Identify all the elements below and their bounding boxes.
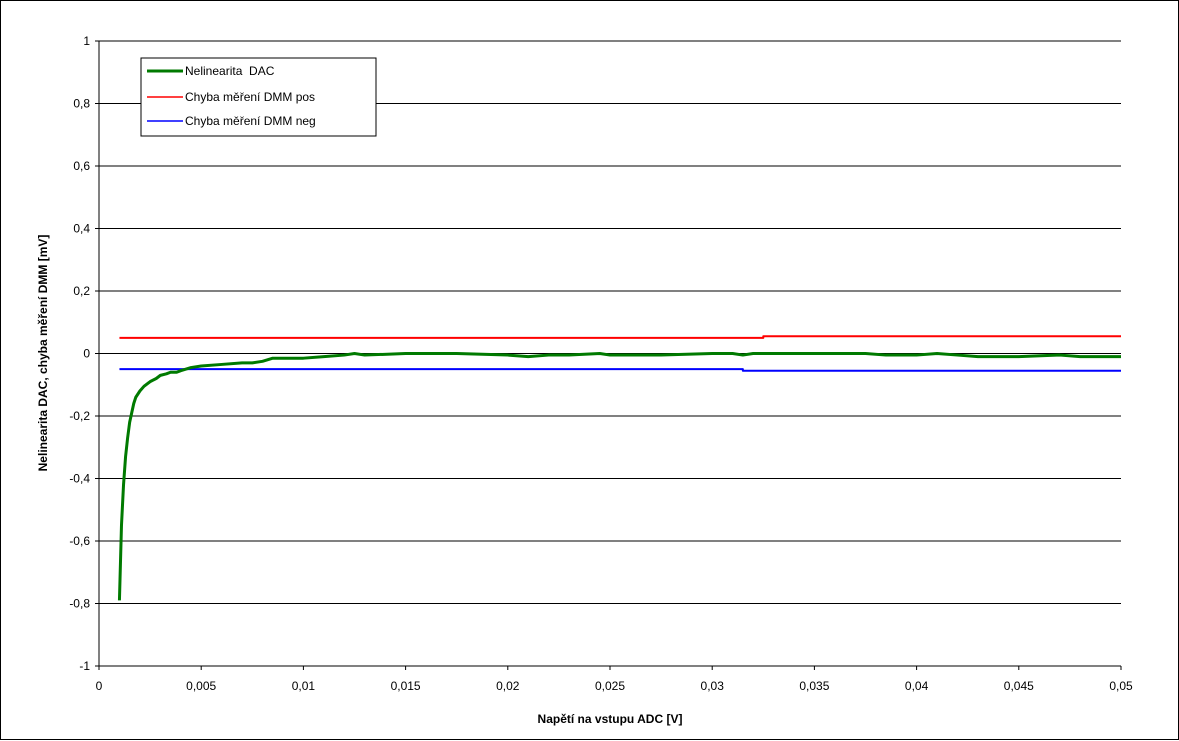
series-line-dac bbox=[117, 352, 1121, 601]
legend: Nelinearita DAC Chyba měření DMM pos Chy… bbox=[140, 57, 377, 137]
y-tick-label: 0,4 bbox=[73, 222, 90, 236]
y-tick-label: -0,6 bbox=[69, 534, 90, 548]
y-axis-title: Nelinearita DAC, chyba měření DMM [mV] bbox=[36, 235, 50, 472]
y-tick-label: 1 bbox=[83, 34, 90, 48]
legend-label-neg: Chyba měření DMM neg bbox=[185, 114, 316, 128]
x-tick-label: 0,02 bbox=[496, 679, 520, 693]
axes bbox=[95, 40, 1122, 670]
y-tick-label: -1 bbox=[79, 659, 90, 673]
series-lines bbox=[117, 335, 1121, 601]
y-tick-label: -0,8 bbox=[69, 597, 90, 611]
y-tick-label: 0,6 bbox=[73, 159, 90, 173]
x-tick-label: 0,05 bbox=[1109, 679, 1133, 693]
legend-label-pos: Chyba měření DMM pos bbox=[185, 90, 315, 104]
series-line-dmm-pos bbox=[119, 335, 1121, 339]
x-tick-label: 0,04 bbox=[905, 679, 929, 693]
x-tick-label: 0,045 bbox=[1004, 679, 1034, 693]
y-tick-label: -0,2 bbox=[69, 409, 90, 423]
x-axis-title: Napětí na vstupu ADC [V] bbox=[538, 712, 683, 726]
y-tick-label: 0,8 bbox=[73, 97, 90, 111]
x-tick-label: 0,01 bbox=[292, 679, 316, 693]
series-line-dmm-neg bbox=[119, 368, 1121, 372]
x-tick-label: 0,005 bbox=[186, 679, 216, 693]
x-tick-label: 0,025 bbox=[595, 679, 625, 693]
y-tick-label: -0,4 bbox=[69, 472, 90, 486]
y-tick-label: 0,2 bbox=[73, 284, 90, 298]
x-tick-label: 0,035 bbox=[799, 679, 829, 693]
x-tick-label: 0,015 bbox=[391, 679, 421, 693]
x-tick-label: 0,03 bbox=[701, 679, 725, 693]
y-tick-label: 0 bbox=[83, 347, 90, 361]
x-tick-label: 0 bbox=[96, 679, 103, 693]
legend-label-dac: Nelinearita DAC bbox=[185, 64, 275, 78]
tick-labels: 1 0,8 0,6 0,4 0,2 0 -0,2 -0,4 -0,6 -0,8 -1 0 0,005 0,… bbox=[69, 34, 1133, 693]
